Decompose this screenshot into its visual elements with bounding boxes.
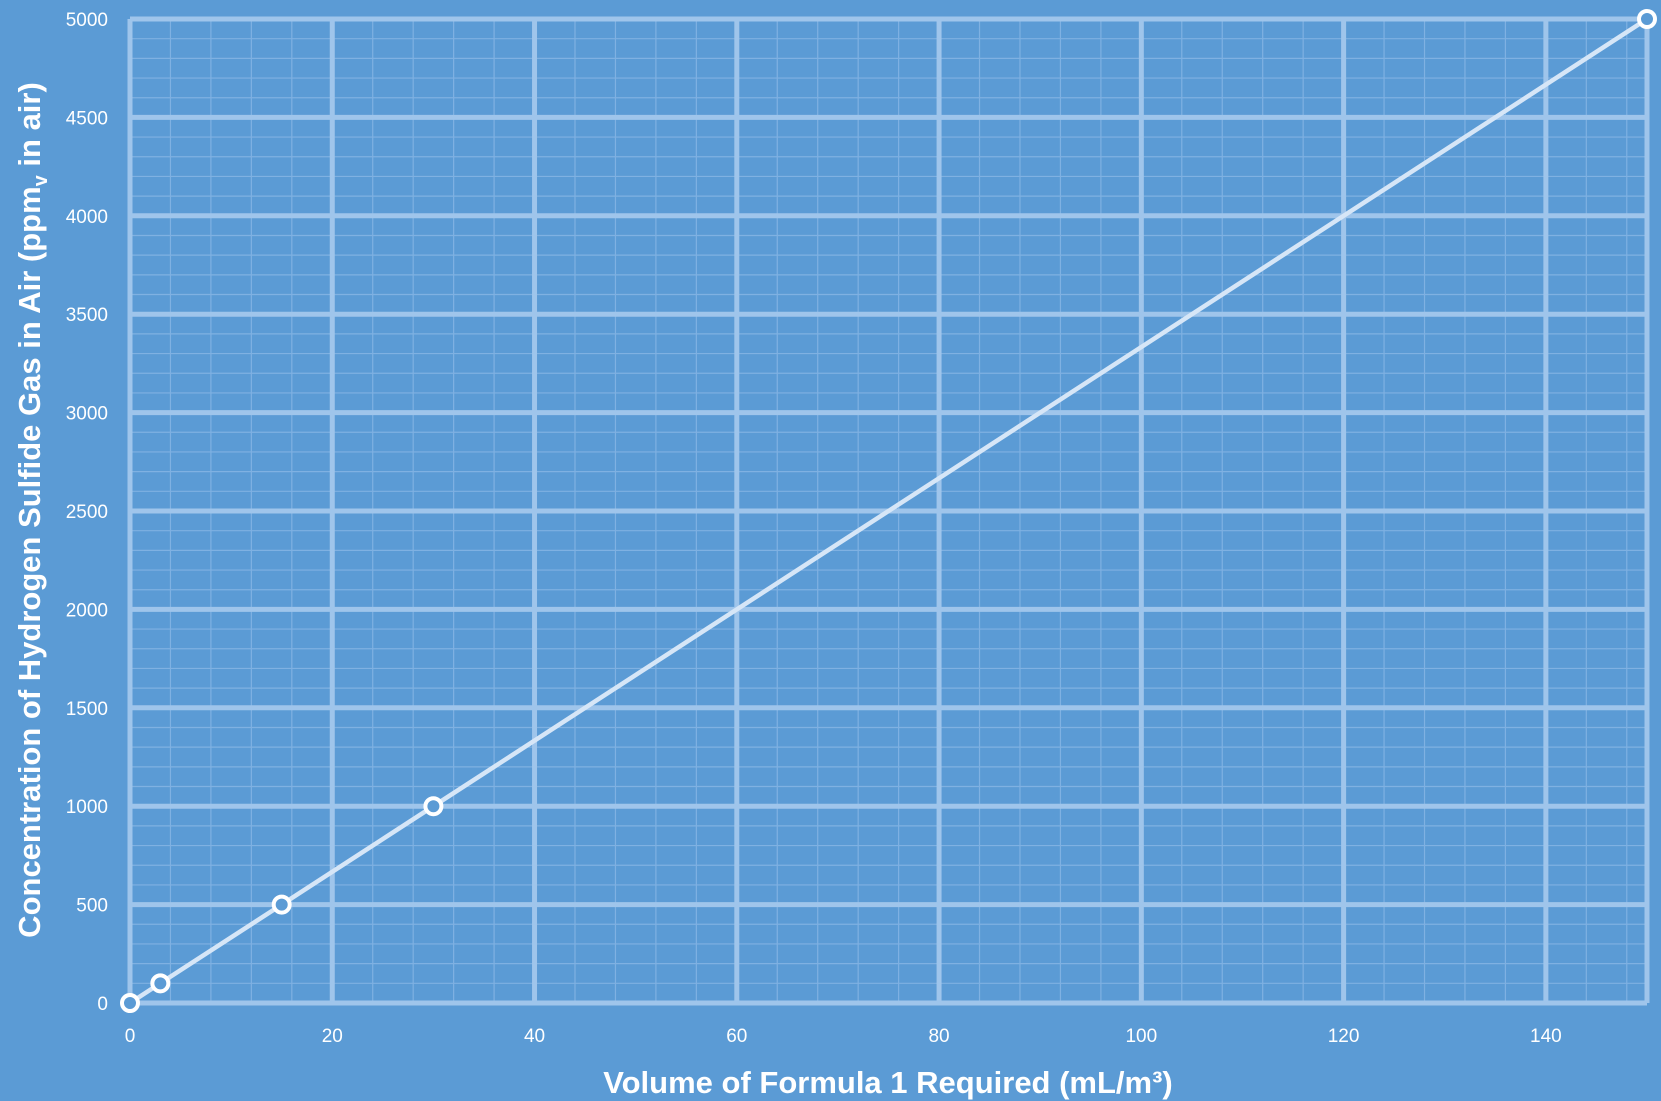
y-axis-tick-labels: 0 500 1000 1500 2000 2500 3000 3500 4000 4500 5000 xyxy=(66,10,108,1015)
y-tick-label: 2000 xyxy=(66,600,108,621)
y-tick-label: 4000 xyxy=(66,207,108,228)
y-axis-title-main: Concentration of Hydrogen Sulfide Gas in… xyxy=(12,186,47,938)
data-point xyxy=(1637,9,1657,29)
y-tick-label: 3000 xyxy=(66,404,108,425)
x-tick-label: 20 xyxy=(322,1026,343,1047)
y-tick-label: 0 xyxy=(97,994,108,1015)
x-tick-label: 0 xyxy=(125,1026,136,1047)
y-tick-label: 2500 xyxy=(66,502,108,523)
x-tick-label: 120 xyxy=(1328,1026,1360,1047)
data-point xyxy=(150,973,171,994)
y-tick-label: 500 xyxy=(76,896,108,917)
x-tick-label: 140 xyxy=(1530,1026,1562,1047)
data-point xyxy=(120,993,140,1013)
y-tick-label: 4500 xyxy=(66,108,108,129)
y-axis-title: Concentration of Hydrogen Sulfide Gas in… xyxy=(12,82,52,938)
y-tick-label: 1500 xyxy=(66,699,108,720)
x-axis-title: Volume of Formula 1 Required (mL/m³) xyxy=(603,1065,1173,1100)
y-axis-title-subscript: v xyxy=(30,174,52,186)
y-tick-label: 5000 xyxy=(66,10,108,31)
x-tick-label: 40 xyxy=(524,1026,545,1047)
x-tick-label: 100 xyxy=(1125,1026,1157,1047)
x-tick-label: 60 xyxy=(726,1026,747,1047)
series-group xyxy=(120,9,1657,1013)
data-point xyxy=(423,796,444,817)
y-tick-label: 1000 xyxy=(66,797,108,818)
data-point xyxy=(271,894,292,915)
y-tick-label: 3500 xyxy=(66,305,108,326)
x-tick-label: 80 xyxy=(928,1026,949,1047)
x-axis-tick-labels: 0 20 40 60 80 100 120 140 xyxy=(125,1026,1562,1047)
y-axis-title-tail: in air) xyxy=(12,82,47,175)
